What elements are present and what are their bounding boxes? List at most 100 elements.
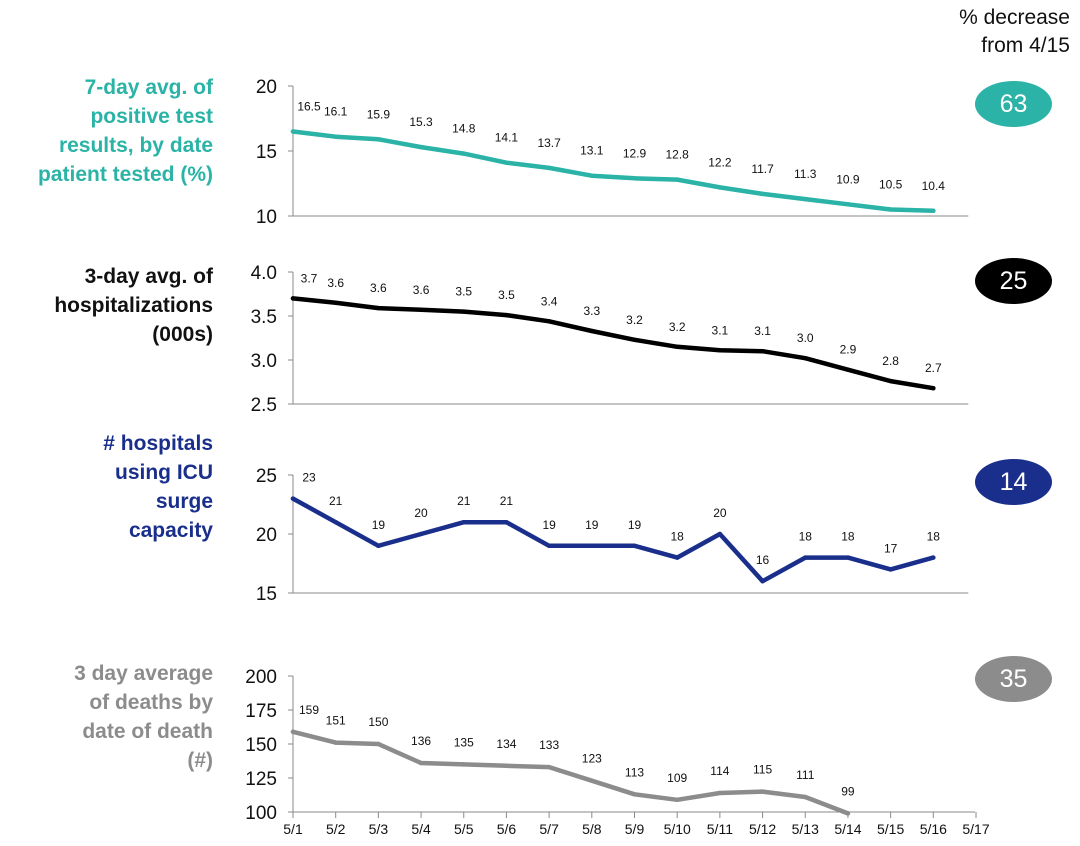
data-point	[418, 144, 424, 150]
data-point	[418, 307, 424, 313]
data-label: 19	[542, 518, 556, 532]
series-line-deaths	[290, 729, 851, 816]
data-point	[546, 543, 552, 548]
data-point	[717, 790, 723, 796]
data-point	[632, 176, 637, 181]
data-label: 136	[411, 734, 431, 748]
label-line: date of death	[82, 720, 213, 743]
x-tick-label: 5/3	[369, 821, 389, 837]
label-line: results, by date	[58, 134, 213, 157]
data-point	[461, 520, 466, 525]
data-point	[845, 555, 851, 560]
data-label: 115	[753, 763, 772, 777]
data-point	[931, 208, 936, 213]
data-point	[888, 207, 893, 212]
data-label: 151	[326, 714, 346, 728]
data-point	[589, 778, 595, 783]
x-tick-label: 5/10	[664, 821, 691, 837]
data-label: 18	[799, 530, 813, 544]
data-label: 21	[500, 494, 514, 508]
data-point	[632, 792, 637, 797]
y-tick-label: 150	[245, 735, 277, 756]
label-line: 3-day avg. of	[84, 265, 213, 288]
y-tick-label: 10	[256, 207, 277, 228]
data-label: 11.7	[751, 162, 774, 176]
data-label: 10.5	[879, 178, 903, 192]
data-label: 3.3	[583, 304, 600, 318]
data-label: 3.2	[626, 313, 643, 327]
x-tick-label: 5/5	[454, 821, 474, 837]
data-point	[546, 319, 552, 324]
data-label: 109	[667, 771, 687, 785]
data-point	[845, 367, 851, 372]
data-label: 23	[302, 471, 316, 485]
data-point	[803, 794, 808, 800]
data-point	[504, 520, 509, 525]
data-point	[589, 173, 595, 178]
label-line: positive test	[90, 105, 213, 128]
data-label: 21	[457, 494, 471, 508]
x-tick-label: 5/6	[497, 821, 517, 837]
data-label: 3.5	[498, 288, 515, 302]
data-label: 19	[628, 518, 642, 532]
data-point	[418, 531, 424, 537]
data-label: 114	[710, 764, 729, 778]
data-label: 3.1	[712, 323, 729, 337]
data-point	[803, 555, 808, 560]
data-label: 13.7	[537, 136, 561, 150]
data-label: 16	[756, 553, 770, 567]
x-tick-label: 5/17	[962, 821, 989, 837]
data-point	[674, 555, 680, 560]
x-tick-label: 5/11	[707, 821, 733, 837]
label-line: using ICU	[115, 461, 213, 484]
label-line: patient tested (%)	[37, 163, 213, 186]
data-point	[418, 760, 424, 766]
label-line: (000s)	[152, 323, 213, 346]
data-point	[888, 378, 893, 384]
data-label: 134	[496, 737, 516, 751]
data-point	[717, 185, 723, 190]
data-label: 3.4	[541, 294, 558, 308]
data-label: 3.7	[301, 271, 318, 285]
data-label: 12.8	[666, 148, 690, 162]
data-point	[546, 165, 552, 171]
data-point	[290, 296, 296, 301]
y-tick-label: 200	[245, 667, 277, 688]
data-label: 21	[329, 494, 343, 508]
series-line-icu-surge	[290, 496, 936, 584]
data-point	[504, 763, 509, 768]
data-point	[504, 160, 509, 165]
data-point	[333, 740, 338, 745]
data-label: 14.1	[495, 131, 519, 145]
data-label: 18	[927, 530, 941, 544]
x-tick-label: 5/15	[877, 821, 904, 837]
badge-hospitalizations-decrease: 25	[975, 258, 1052, 304]
data-point	[931, 555, 936, 560]
data-label: 11.3	[794, 167, 817, 181]
data-label: 113	[625, 765, 644, 779]
data-point	[674, 177, 680, 182]
decrease-header-line1: % decrease	[959, 6, 1070, 29]
data-label: 18	[671, 530, 685, 544]
panel-deaths-label: 3 day average of deaths by date of death…	[10, 659, 213, 775]
panel-hospitalizations-label: 3-day avg. of hospitalizations (000s)	[10, 262, 213, 349]
label-line: (#)	[187, 749, 213, 772]
data-point	[290, 129, 296, 134]
data-label: 99	[841, 784, 855, 798]
data-label: 123	[582, 752, 602, 766]
data-label: 3.6	[370, 281, 387, 295]
data-label: 3.1	[754, 324, 771, 338]
data-point	[290, 496, 296, 501]
data-label: 16.1	[324, 105, 348, 119]
data-label: 150	[368, 715, 388, 729]
x-tick-label: 5/8	[582, 821, 602, 837]
data-point	[504, 312, 509, 318]
label-line: capacity	[128, 519, 213, 542]
data-point	[376, 305, 381, 311]
data-label: 15.9	[367, 107, 391, 121]
data-point	[760, 789, 765, 794]
y-tick-label: 15	[256, 584, 277, 605]
data-label: 3.6	[327, 276, 344, 290]
data-point	[931, 385, 936, 391]
data-label: 2.7	[925, 361, 942, 375]
